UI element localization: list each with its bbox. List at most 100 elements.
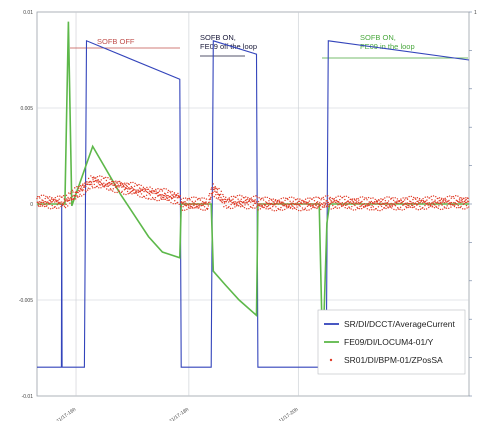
bpm-point — [214, 187, 217, 189]
bpm-point — [368, 201, 370, 203]
bpm-point — [341, 196, 344, 199]
bpm-point — [332, 201, 334, 203]
bpm-point — [446, 201, 448, 203]
bpm-point — [433, 200, 435, 203]
bpm-point — [236, 204, 238, 206]
bpm-point — [292, 202, 295, 205]
bpm-point — [289, 203, 291, 206]
bpm-point — [107, 185, 109, 187]
bpm-point — [110, 189, 112, 191]
bpm-point — [275, 209, 278, 212]
bpm-point — [146, 188, 148, 191]
bpm-point — [174, 196, 176, 198]
bpm-point — [91, 183, 93, 185]
bpm-point — [256, 206, 258, 208]
bpm-point — [57, 201, 59, 204]
bpm-point — [80, 189, 82, 191]
bpm-point — [381, 209, 383, 211]
bpm-point — [449, 202, 452, 205]
bpm-point — [98, 184, 101, 186]
bpm-point — [83, 186, 86, 188]
bpm-point — [246, 198, 249, 200]
bpm-point — [402, 197, 404, 199]
bpm-point — [304, 198, 307, 200]
bpm-point — [307, 201, 309, 204]
bpm-point — [347, 196, 350, 199]
bpm-point — [286, 207, 288, 209]
bpm-point — [427, 203, 430, 206]
bpm-point — [159, 194, 162, 196]
bpm-point — [439, 202, 441, 204]
bpm-point — [288, 196, 291, 199]
bpm-point — [404, 197, 407, 199]
bpm-point — [412, 198, 414, 201]
bpm-point — [430, 204, 432, 207]
bpm-point — [331, 197, 334, 200]
bpm-point — [171, 190, 173, 193]
bpm-point — [279, 202, 282, 205]
bpm-point — [448, 207, 450, 209]
bpm-point — [458, 201, 460, 204]
bpm-point — [193, 202, 196, 204]
bpm-point — [69, 193, 71, 195]
bpm-point — [364, 197, 366, 199]
bpm-point — [230, 203, 232, 206]
bpm-point — [293, 197, 295, 199]
bpm-point — [461, 197, 463, 199]
bpm-point — [170, 201, 172, 204]
bpm-point — [411, 202, 413, 204]
bpm-point — [308, 200, 311, 202]
bpm-point — [142, 186, 145, 189]
bpm-point — [413, 206, 416, 208]
bpm-point — [343, 203, 345, 206]
bpm-point — [189, 203, 191, 205]
bpm-point — [191, 200, 193, 203]
bpm-point — [203, 197, 205, 199]
bpm-point — [406, 202, 408, 204]
bpm-point — [255, 195, 257, 197]
bpm-point — [236, 194, 239, 197]
bpm-point — [327, 204, 329, 206]
bpm-point — [274, 198, 277, 201]
bpm-point — [397, 202, 399, 205]
bpm-point — [140, 188, 142, 190]
bpm-point — [437, 197, 439, 200]
bpm-point — [388, 196, 390, 198]
bpm-point — [313, 200, 316, 202]
bpm-point — [160, 197, 162, 199]
bpm-point — [377, 209, 379, 212]
bpm-point — [402, 200, 405, 203]
x-tick-label: 11/17-16h — [56, 407, 78, 421]
bpm-point — [199, 197, 201, 200]
bpm-point — [179, 205, 182, 208]
bpm-point — [207, 203, 209, 205]
bpm-point — [140, 184, 142, 187]
bpm-point — [250, 201, 252, 203]
bpm-point — [408, 204, 410, 207]
bpm-point — [456, 203, 458, 205]
bpm-point — [408, 195, 410, 198]
bpm-point — [161, 193, 163, 196]
bpm-point — [173, 196, 175, 198]
bpm-point — [453, 201, 455, 204]
bpm-point — [355, 198, 358, 200]
x-tick-label: 11/17-20h — [278, 407, 300, 421]
bpm-point — [426, 196, 429, 198]
bpm-point — [191, 203, 193, 205]
bpm-point — [250, 197, 253, 199]
bpm-point — [182, 205, 184, 208]
bpm-point — [452, 195, 455, 198]
bpm-point — [289, 200, 291, 203]
bpm-point — [200, 208, 202, 211]
bpm-point — [354, 204, 356, 207]
bpm-point — [357, 207, 359, 210]
bpm-point — [174, 200, 176, 202]
bpm-point — [56, 203, 58, 206]
bpm-point — [220, 190, 222, 193]
bpm-point — [76, 195, 78, 197]
bpm-point — [338, 203, 340, 206]
bpm-point — [127, 188, 129, 190]
bpm-point — [395, 209, 397, 211]
bpm-point — [273, 210, 276, 212]
bpm-point — [419, 208, 422, 210]
